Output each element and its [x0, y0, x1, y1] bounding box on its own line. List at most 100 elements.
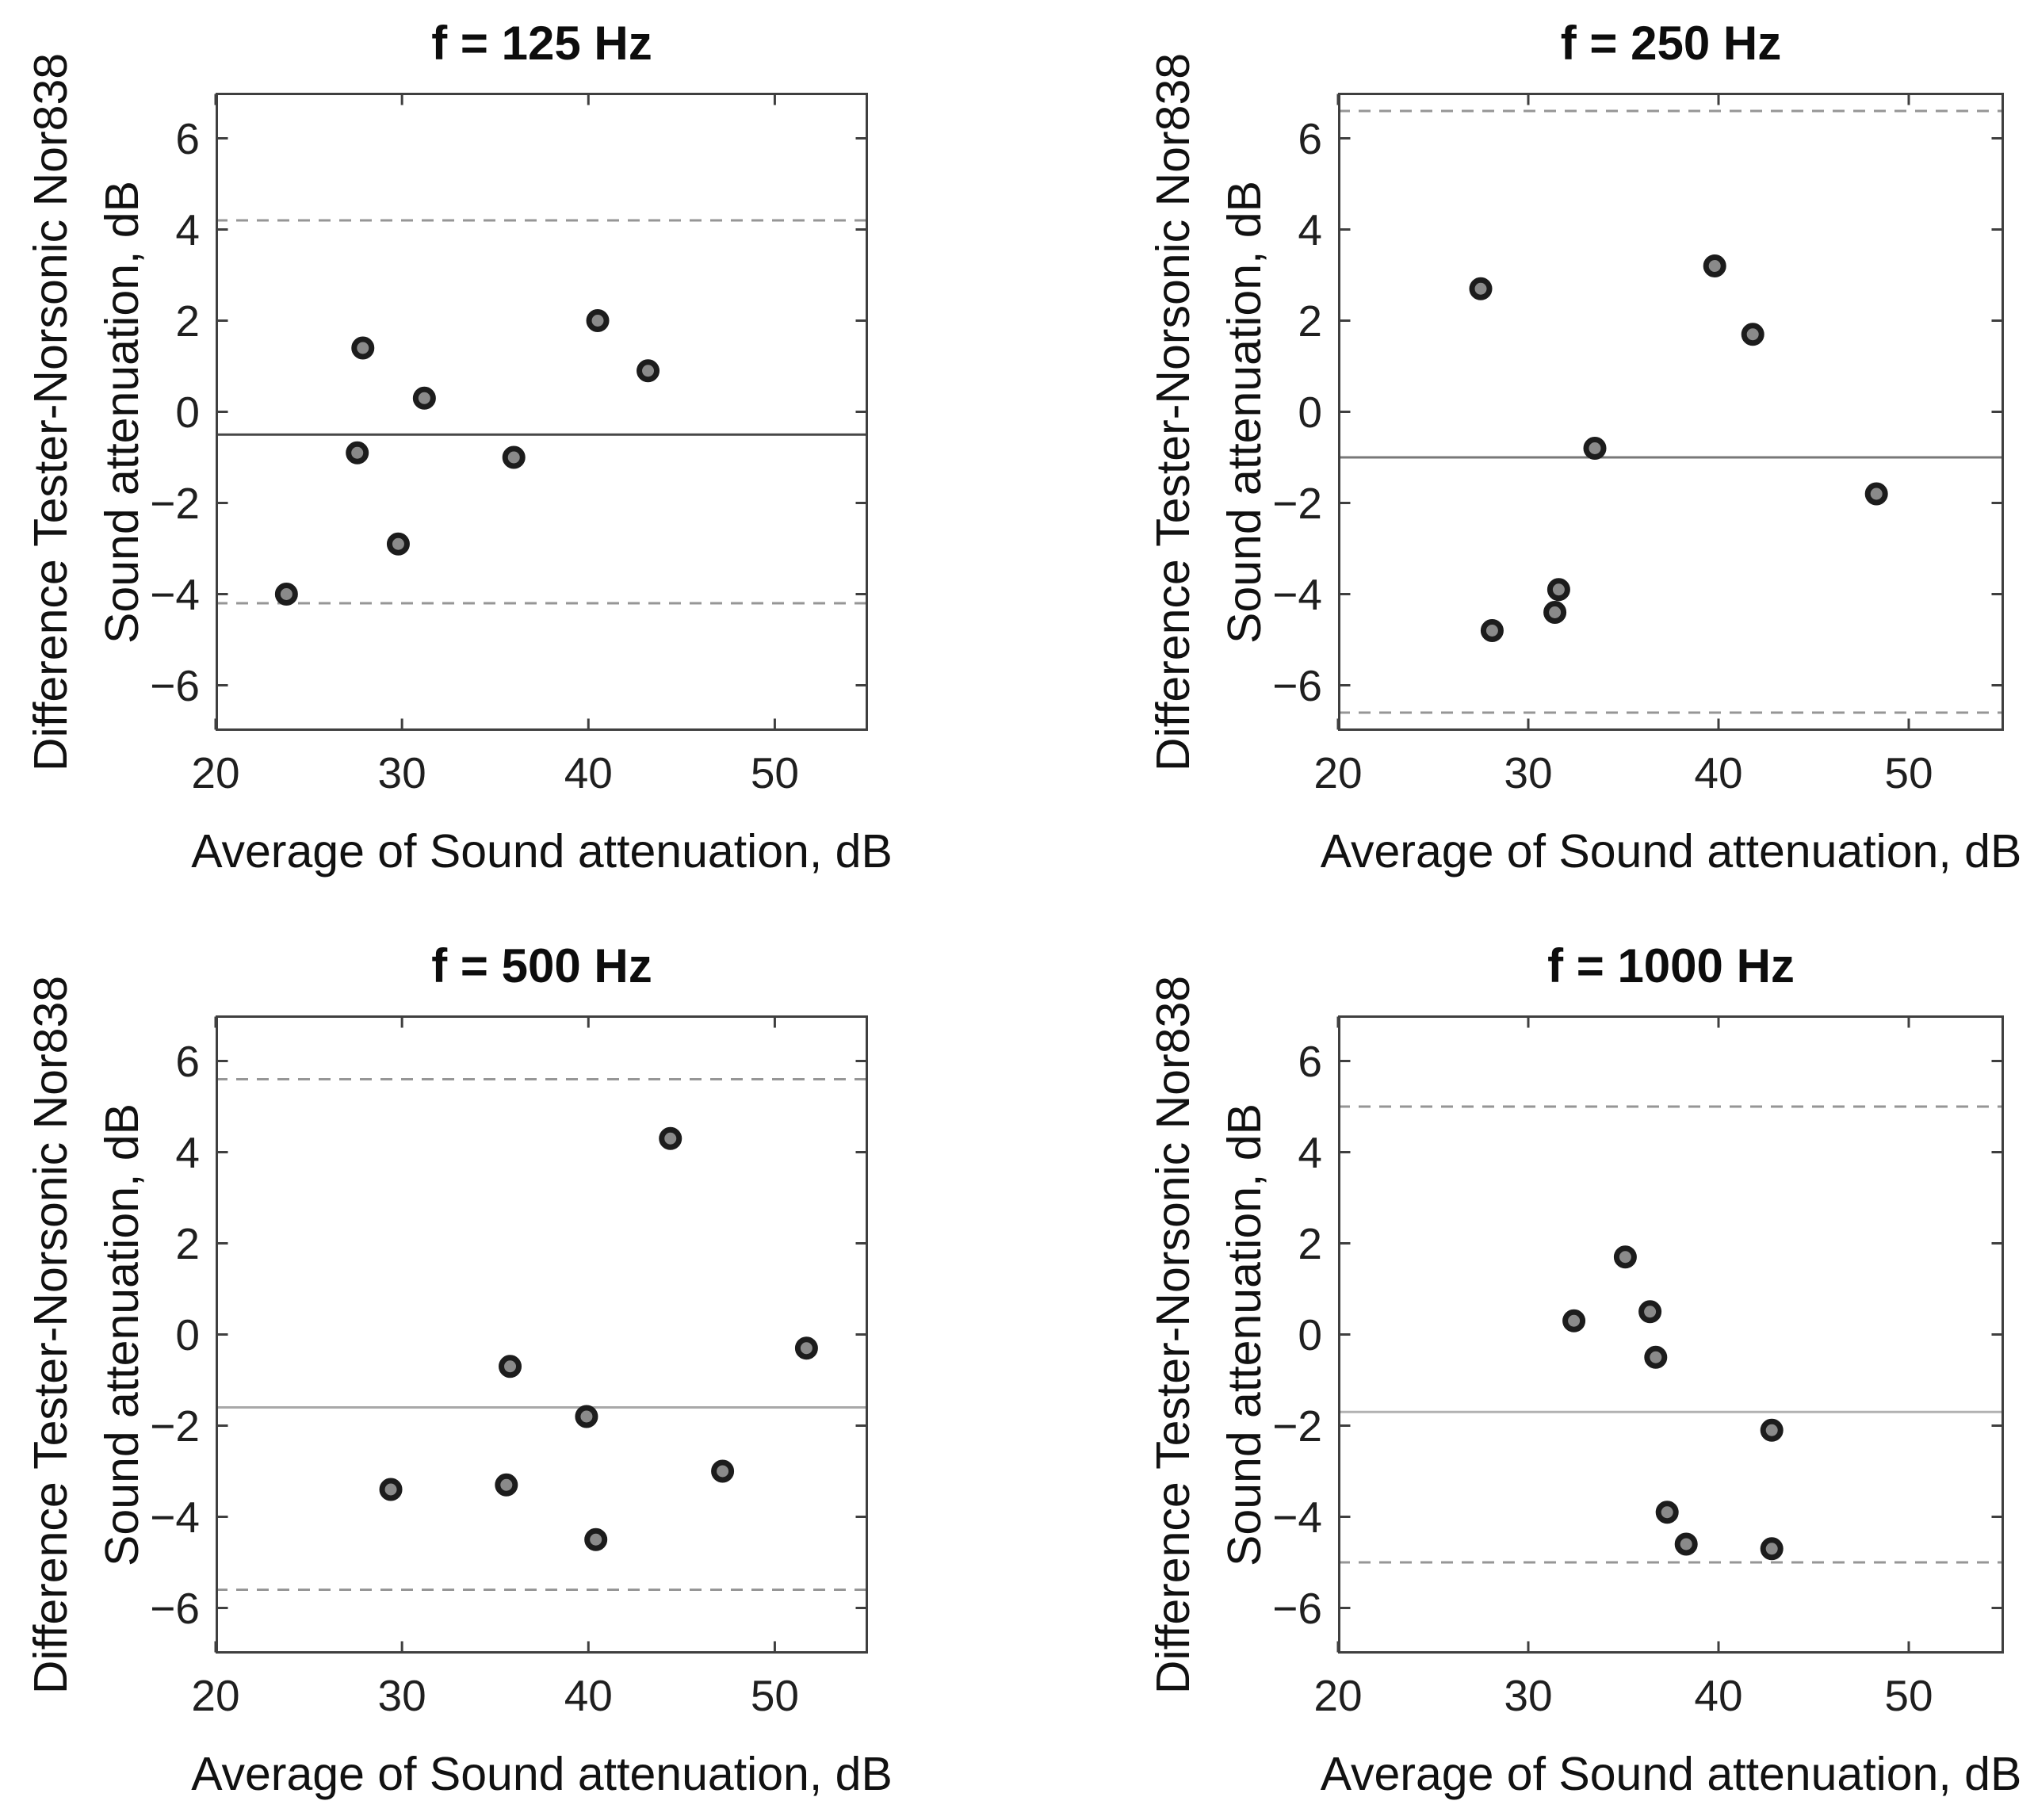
y-tick-label: 2: [175, 296, 200, 346]
y-tick-label: 6: [175, 1037, 200, 1086]
data-point: [1644, 1345, 1668, 1369]
y-tick-label: −6: [1272, 1584, 1322, 1633]
y-tick-label: −4: [150, 570, 200, 619]
plot-area: 20 30 40 50 −6 −4 −2 0 2 4 6: [150, 1015, 868, 1720]
axes-box: [1338, 93, 2004, 731]
x-tick-label: 40: [1694, 1671, 1742, 1720]
x-tick-label: 40: [1694, 748, 1742, 797]
y-tick-label: −6: [150, 661, 200, 710]
data-point: [412, 386, 436, 410]
x-axis-label: Average of Sound attenuation, dB: [191, 825, 893, 878]
data-point: [637, 359, 660, 383]
data-point: [575, 1405, 598, 1428]
y-tick-label: −4: [1272, 570, 1322, 619]
data-point: [1638, 1300, 1662, 1324]
subplot-1000hz: f = 1000 Hz Difference Tester-Norsonic N…: [1147, 939, 2021, 1800]
data-point: [1864, 482, 1888, 506]
plot-area: 20 30 40 50 −6 −4 −2 0 2 4 6: [1272, 1015, 2004, 1720]
y-axis-label-line2: Sound attenuation, dB: [1218, 180, 1271, 644]
data-point: [794, 1336, 818, 1360]
x-tick-label: 50: [751, 748, 799, 797]
data-point: [379, 1478, 403, 1501]
x-tick-label: 30: [378, 1671, 426, 1720]
y-tick-label: 0: [1298, 1310, 1322, 1359]
data-point: [1543, 601, 1567, 624]
y-tick-label: −2: [150, 1401, 200, 1451]
data-point: [711, 1459, 735, 1483]
plot-title: f = 125 Hz: [431, 17, 652, 70]
axes-box: [216, 1015, 868, 1654]
x-tick-label: 20: [191, 1671, 239, 1720]
data-point: [1480, 619, 1504, 642]
x-tick-label: 30: [1504, 748, 1552, 797]
y-tick-label: 4: [175, 1128, 200, 1177]
y-tick-label: −2: [1272, 1401, 1322, 1451]
y-axis-label-line2: Sound attenuation, dB: [1218, 1103, 1271, 1566]
x-tick-label: 50: [1884, 748, 1933, 797]
y-axis-label-line2: Sound attenuation, dB: [96, 180, 148, 644]
x-tick-label: 40: [564, 748, 613, 797]
subplot-500hz: f = 500 Hz Difference Tester-Norsonic No…: [25, 939, 893, 1800]
plot-area: 20 30 40 50 −6 −4 −2 0 2 4 6: [150, 93, 868, 797]
data-point: [1741, 323, 1764, 346]
x-tick-label: 20: [1313, 748, 1362, 797]
y-axis-label-line1: Difference Tester-Norsonic Nor838: [25, 52, 77, 771]
y-axis-label-line1: Difference Tester-Norsonic Nor838: [1147, 975, 1199, 1694]
data-point: [346, 441, 369, 465]
y-tick-label: 4: [1298, 1128, 1322, 1177]
x-tick-label: 20: [1313, 1671, 1362, 1720]
x-axis-label: Average of Sound attenuation, dB: [1320, 825, 2022, 878]
y-tick-label: 6: [1298, 1037, 1322, 1086]
y-tick-label: 2: [175, 1219, 200, 1268]
data-point: [1760, 1418, 1784, 1442]
data-point: [1703, 254, 1726, 277]
data-point: [1583, 437, 1607, 460]
y-tick-label: −2: [1272, 479, 1322, 528]
x-tick-label: 30: [1504, 1671, 1552, 1720]
y-tick-label: −4: [1272, 1493, 1322, 1542]
y-tick-label: −4: [150, 1493, 200, 1542]
data-point: [1655, 1501, 1679, 1524]
x-axis-label: Average of Sound attenuation, dB: [1320, 1748, 2022, 1800]
x-tick-label: 50: [751, 1671, 799, 1720]
data-point: [499, 1355, 522, 1378]
y-tick-label: 0: [175, 388, 200, 437]
y-tick-label: −2: [150, 479, 200, 528]
data-point: [1613, 1245, 1637, 1269]
y-tick-label: 4: [175, 205, 200, 254]
data-point: [351, 336, 375, 360]
y-axis-label-line2: Sound attenuation, dB: [96, 1103, 148, 1566]
x-tick-label: 50: [1884, 1671, 1933, 1720]
axes-box: [1338, 1015, 2004, 1654]
x-tick-label: 40: [564, 1671, 613, 1720]
y-tick-label: 2: [1298, 1219, 1322, 1268]
y-axis-label-line1: Difference Tester-Norsonic Nor838: [1147, 52, 1199, 771]
y-tick-label: 0: [1298, 388, 1322, 437]
data-point: [502, 445, 526, 469]
data-point: [274, 583, 298, 606]
data-point: [1674, 1532, 1698, 1556]
y-tick-label: −6: [1272, 661, 1322, 710]
y-tick-label: 0: [175, 1310, 200, 1359]
y-tick-label: 2: [1298, 296, 1322, 346]
x-tick-label: 30: [378, 748, 426, 797]
subplot-250hz: f = 250 Hz Difference Tester-Norsonic No…: [1147, 17, 2021, 878]
data-point: [386, 532, 410, 556]
plot-title: f = 1000 Hz: [1547, 939, 1795, 992]
y-tick-label: −6: [150, 1584, 200, 1633]
data-point: [1760, 1537, 1784, 1561]
x-axis-label: Average of Sound attenuation, dB: [191, 1748, 893, 1800]
data-point: [1562, 1309, 1586, 1332]
x-tick-label: 20: [191, 748, 239, 797]
data-point: [1547, 578, 1570, 602]
plot-title: f = 250 Hz: [1560, 17, 1782, 70]
subplot-125hz: f = 125 Hz Difference Tester-Norsonic No…: [25, 17, 893, 878]
axes-box: [216, 93, 868, 731]
y-tick-label: 4: [1298, 205, 1322, 254]
data-point: [659, 1126, 682, 1150]
data-point: [586, 309, 610, 332]
y-tick-label: 6: [175, 114, 200, 163]
data-point: [495, 1473, 518, 1497]
y-tick-label: 6: [1298, 114, 1322, 163]
